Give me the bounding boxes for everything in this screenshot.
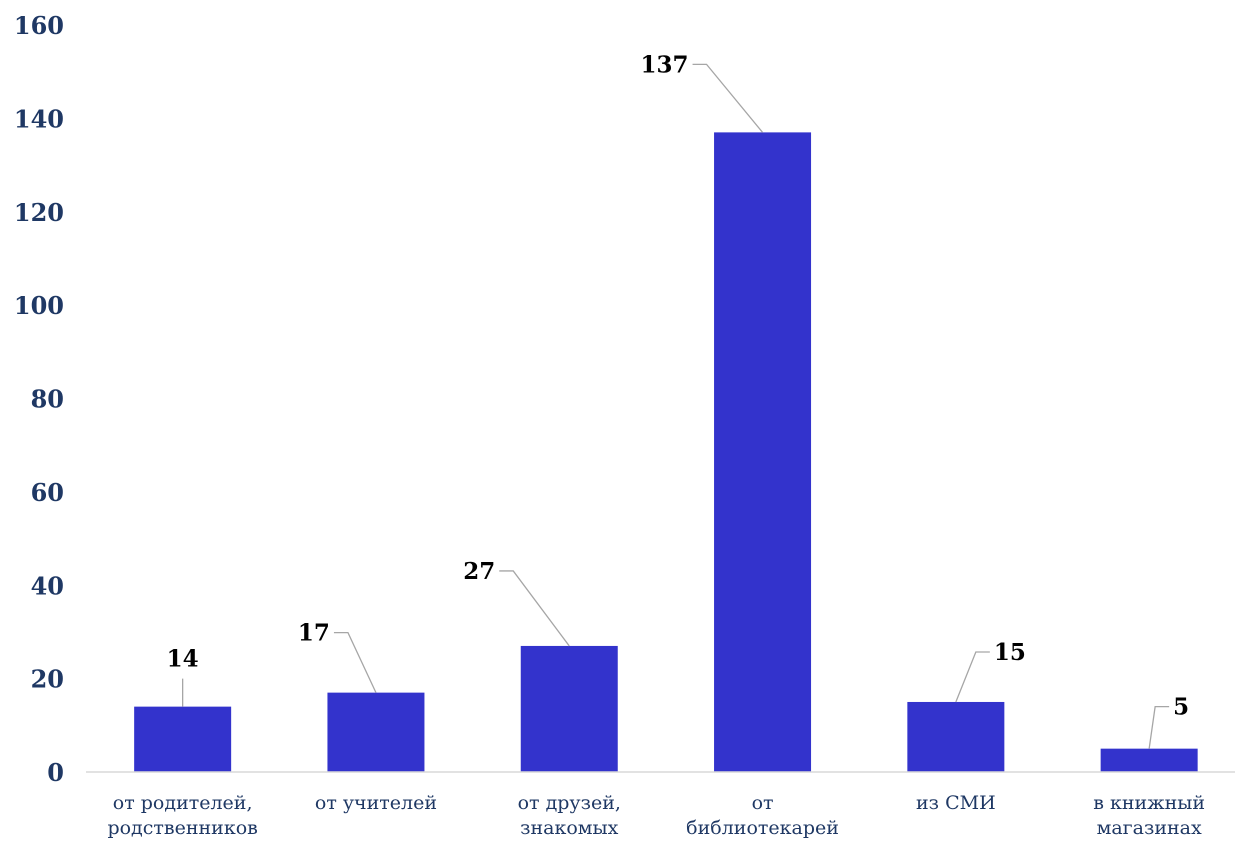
- bar: [327, 692, 425, 772]
- bar: [1100, 748, 1198, 772]
- y-tick-label: 20: [31, 665, 64, 694]
- y-tick-label: 40: [31, 571, 64, 600]
- bar: [714, 132, 812, 773]
- y-tick-label: 100: [14, 291, 64, 320]
- data-label: 27: [463, 558, 495, 585]
- y-tick-label: 0: [47, 758, 64, 787]
- x-tick-label: от друзей, знакомых: [518, 792, 621, 839]
- bar: [134, 706, 232, 772]
- data-label: 15: [994, 639, 1026, 666]
- y-tick-label: 60: [31, 478, 64, 507]
- data-label: 14: [167, 646, 199, 673]
- label-leader-line: [955, 651, 990, 703]
- x-tick-label: от учителей: [315, 792, 437, 814]
- bars-group: [134, 132, 1198, 773]
- x-tick-label: в книжный магазинах: [1093, 792, 1205, 839]
- label-leader-line: [692, 63, 764, 133]
- data-labels-group: 14 17 27 137 15 5: [167, 51, 1189, 749]
- label-leader-line: [333, 631, 377, 693]
- bar: [907, 701, 1005, 772]
- data-label: 5: [1173, 694, 1189, 721]
- x-tick-label: от родителей, родственников: [107, 792, 257, 839]
- bar: [520, 645, 618, 772]
- x-axis: от родителей, родственников от учителей от …: [107, 792, 1205, 839]
- y-tick-label: 140: [14, 104, 64, 133]
- data-label: 17: [298, 620, 330, 647]
- x-tick-label: от библиотекарей: [686, 792, 839, 839]
- y-axis: 0 20 40 60 80 100 120 140 160: [14, 11, 64, 787]
- y-tick-label: 120: [14, 198, 64, 227]
- x-tick-label: из СМИ: [916, 792, 996, 814]
- label-leader-line: [1148, 706, 1170, 749]
- label-leader-line: [499, 570, 570, 647]
- y-tick-label: 80: [31, 385, 64, 414]
- y-tick-label: 160: [14, 11, 64, 40]
- data-label: 137: [641, 51, 689, 78]
